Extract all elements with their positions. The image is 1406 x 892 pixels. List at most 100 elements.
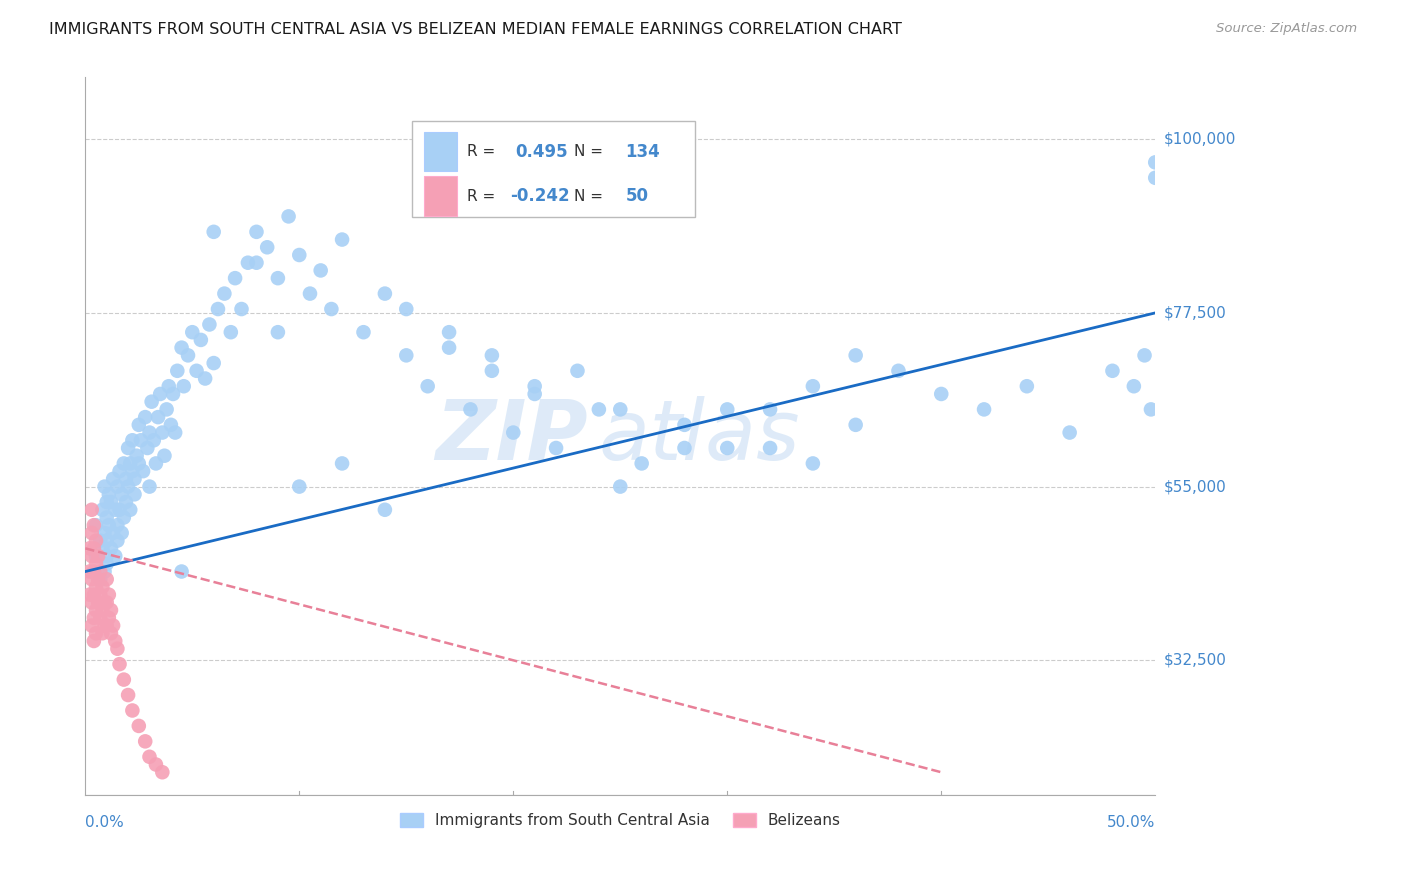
Point xyxy=(142,434,165,448)
Point xyxy=(245,256,267,270)
Point xyxy=(89,611,111,625)
Point xyxy=(89,588,111,602)
Point xyxy=(156,402,179,417)
Point xyxy=(288,248,311,262)
Point xyxy=(437,341,460,355)
Point xyxy=(267,325,290,339)
Text: 0.495: 0.495 xyxy=(516,143,568,161)
Point xyxy=(219,325,242,339)
Point xyxy=(112,510,135,524)
Point xyxy=(231,301,253,316)
Point xyxy=(125,449,148,463)
Point xyxy=(437,325,460,339)
Point xyxy=(93,618,115,632)
Point xyxy=(84,533,107,548)
Point xyxy=(87,549,110,563)
Text: 50: 50 xyxy=(626,187,648,205)
Point xyxy=(673,441,696,455)
Point xyxy=(101,618,124,632)
Point xyxy=(134,734,156,748)
Point xyxy=(84,518,107,533)
Point xyxy=(121,703,143,717)
Point xyxy=(89,572,111,586)
Point xyxy=(93,565,115,579)
Point xyxy=(198,318,221,332)
Text: R =: R = xyxy=(467,188,501,203)
Point xyxy=(96,549,118,563)
Point xyxy=(121,434,143,448)
Point xyxy=(117,480,139,494)
Point xyxy=(929,387,952,401)
Point xyxy=(150,425,173,440)
Point xyxy=(128,719,150,733)
Point xyxy=(141,394,163,409)
Point xyxy=(186,364,208,378)
Point xyxy=(673,417,696,432)
Point xyxy=(202,356,225,370)
Point xyxy=(1015,379,1038,393)
Point xyxy=(481,348,503,362)
Point xyxy=(93,595,115,609)
Text: $100,000: $100,000 xyxy=(1164,132,1236,146)
Point xyxy=(91,541,114,556)
Point xyxy=(173,379,195,393)
Point xyxy=(207,301,229,316)
Point xyxy=(138,749,160,764)
Point xyxy=(97,588,120,602)
Point xyxy=(298,286,321,301)
Text: IMMIGRANTS FROM SOUTH CENTRAL ASIA VS BELIZEAN MEDIAN FEMALE EARNINGS CORRELATIO: IMMIGRANTS FROM SOUTH CENTRAL ASIA VS BE… xyxy=(49,22,903,37)
Point xyxy=(96,595,118,609)
Point xyxy=(236,256,259,270)
Point xyxy=(759,441,782,455)
Point xyxy=(374,502,396,516)
Point xyxy=(1133,348,1156,362)
Point xyxy=(973,402,995,417)
Point xyxy=(80,502,103,516)
Point xyxy=(157,379,180,393)
Point xyxy=(121,464,143,478)
Point xyxy=(87,572,110,586)
Text: 134: 134 xyxy=(626,143,661,161)
Point xyxy=(105,641,128,656)
Point xyxy=(100,603,122,617)
Point xyxy=(84,626,107,640)
Point xyxy=(353,325,375,339)
Point xyxy=(395,301,418,316)
Point xyxy=(91,603,114,617)
Point xyxy=(105,480,128,494)
Point xyxy=(100,541,122,556)
Point xyxy=(1144,155,1167,169)
Point xyxy=(177,348,200,362)
Point xyxy=(214,286,236,301)
Point xyxy=(117,441,139,455)
Point xyxy=(416,379,439,393)
Point xyxy=(181,325,204,339)
Text: 0.0%: 0.0% xyxy=(86,814,124,830)
Point xyxy=(89,565,111,579)
Point xyxy=(96,495,118,509)
Point xyxy=(117,688,139,702)
Point xyxy=(160,417,183,432)
Point xyxy=(523,387,546,401)
Point xyxy=(609,402,631,417)
Point xyxy=(759,402,782,417)
Point xyxy=(97,487,120,501)
Point xyxy=(309,263,332,277)
Point xyxy=(1059,425,1081,440)
Point xyxy=(80,572,103,586)
Point xyxy=(481,364,503,378)
Point xyxy=(132,464,155,478)
Point xyxy=(330,457,353,471)
Text: N =: N = xyxy=(574,144,609,159)
Point xyxy=(1101,364,1123,378)
Point xyxy=(84,549,107,563)
Point xyxy=(80,595,103,609)
Point xyxy=(111,487,134,501)
Text: -0.242: -0.242 xyxy=(510,187,569,205)
Point xyxy=(115,495,138,509)
Point xyxy=(80,549,103,563)
Point xyxy=(267,271,290,285)
Point xyxy=(170,565,193,579)
Point xyxy=(460,402,482,417)
Point xyxy=(546,441,568,455)
